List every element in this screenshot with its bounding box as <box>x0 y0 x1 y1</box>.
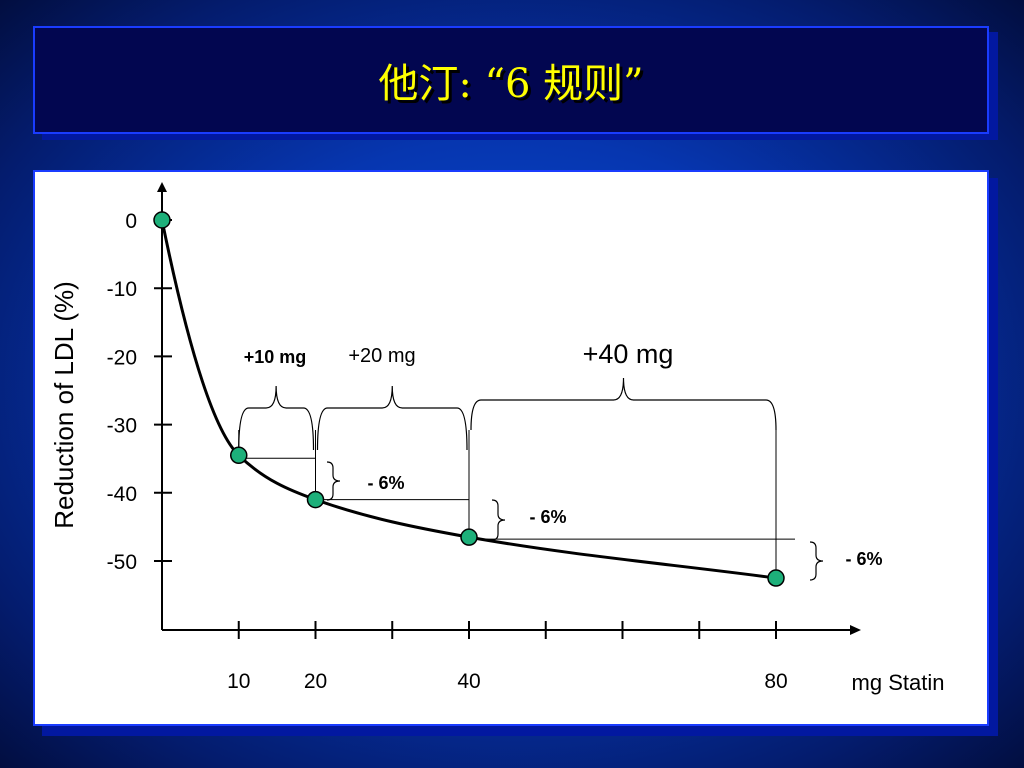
y-tick-label: -50 <box>107 551 137 574</box>
x-tick-label: 20 <box>304 670 327 693</box>
y-tick-label: -30 <box>107 415 137 438</box>
reduction-step-1: - 6% <box>367 473 404 493</box>
brace-step-1 <box>326 461 341 501</box>
x-ticks: 10 20 40 80 <box>227 621 788 693</box>
reduction-step-3: - 6% <box>845 549 882 569</box>
y-ticks: 0 -10 -20 -30 -40 -50 <box>107 210 172 574</box>
brace-step-2 <box>491 499 506 541</box>
brace-40mg <box>470 377 777 431</box>
dose-increment-2: +20 mg <box>348 345 415 367</box>
data-point <box>153 211 171 229</box>
dose-increment-3: +40 mg <box>583 339 674 369</box>
chart-panel <box>33 170 989 726</box>
brace-10mg <box>238 385 315 451</box>
y-tick-label: -10 <box>107 278 137 301</box>
dose-increment-1: +10 mg <box>244 347 307 367</box>
x-axis-arrow <box>850 625 861 635</box>
y-axis-arrow <box>157 182 167 192</box>
y-tick-label: -20 <box>107 346 137 369</box>
y-tick-label: -40 <box>107 483 137 506</box>
x-axis-label: mg Statin <box>852 670 945 695</box>
data-point <box>230 446 248 465</box>
slide-title: 他汀: “6 规则” <box>378 61 644 107</box>
x-tick-label: 10 <box>227 670 250 693</box>
y-axis-label: Reduction of LDL (%) <box>49 281 79 529</box>
data-point <box>306 490 325 509</box>
brace-20mg <box>316 385 468 451</box>
guide-lines <box>238 430 795 579</box>
x-tick-label: 40 <box>457 670 480 693</box>
braces <box>238 377 824 581</box>
axes <box>157 182 861 635</box>
reduction-step-2: - 6% <box>529 507 566 527</box>
y-tick-label: 0 <box>125 210 137 233</box>
ldl-curve <box>160 219 777 580</box>
data-point <box>767 569 785 587</box>
data-markers <box>153 211 785 587</box>
x-tick-label: 80 <box>764 670 787 693</box>
title-bar: 他汀: “6 规则” <box>33 26 989 134</box>
brace-step-3 <box>809 541 824 581</box>
data-point <box>460 528 478 546</box>
